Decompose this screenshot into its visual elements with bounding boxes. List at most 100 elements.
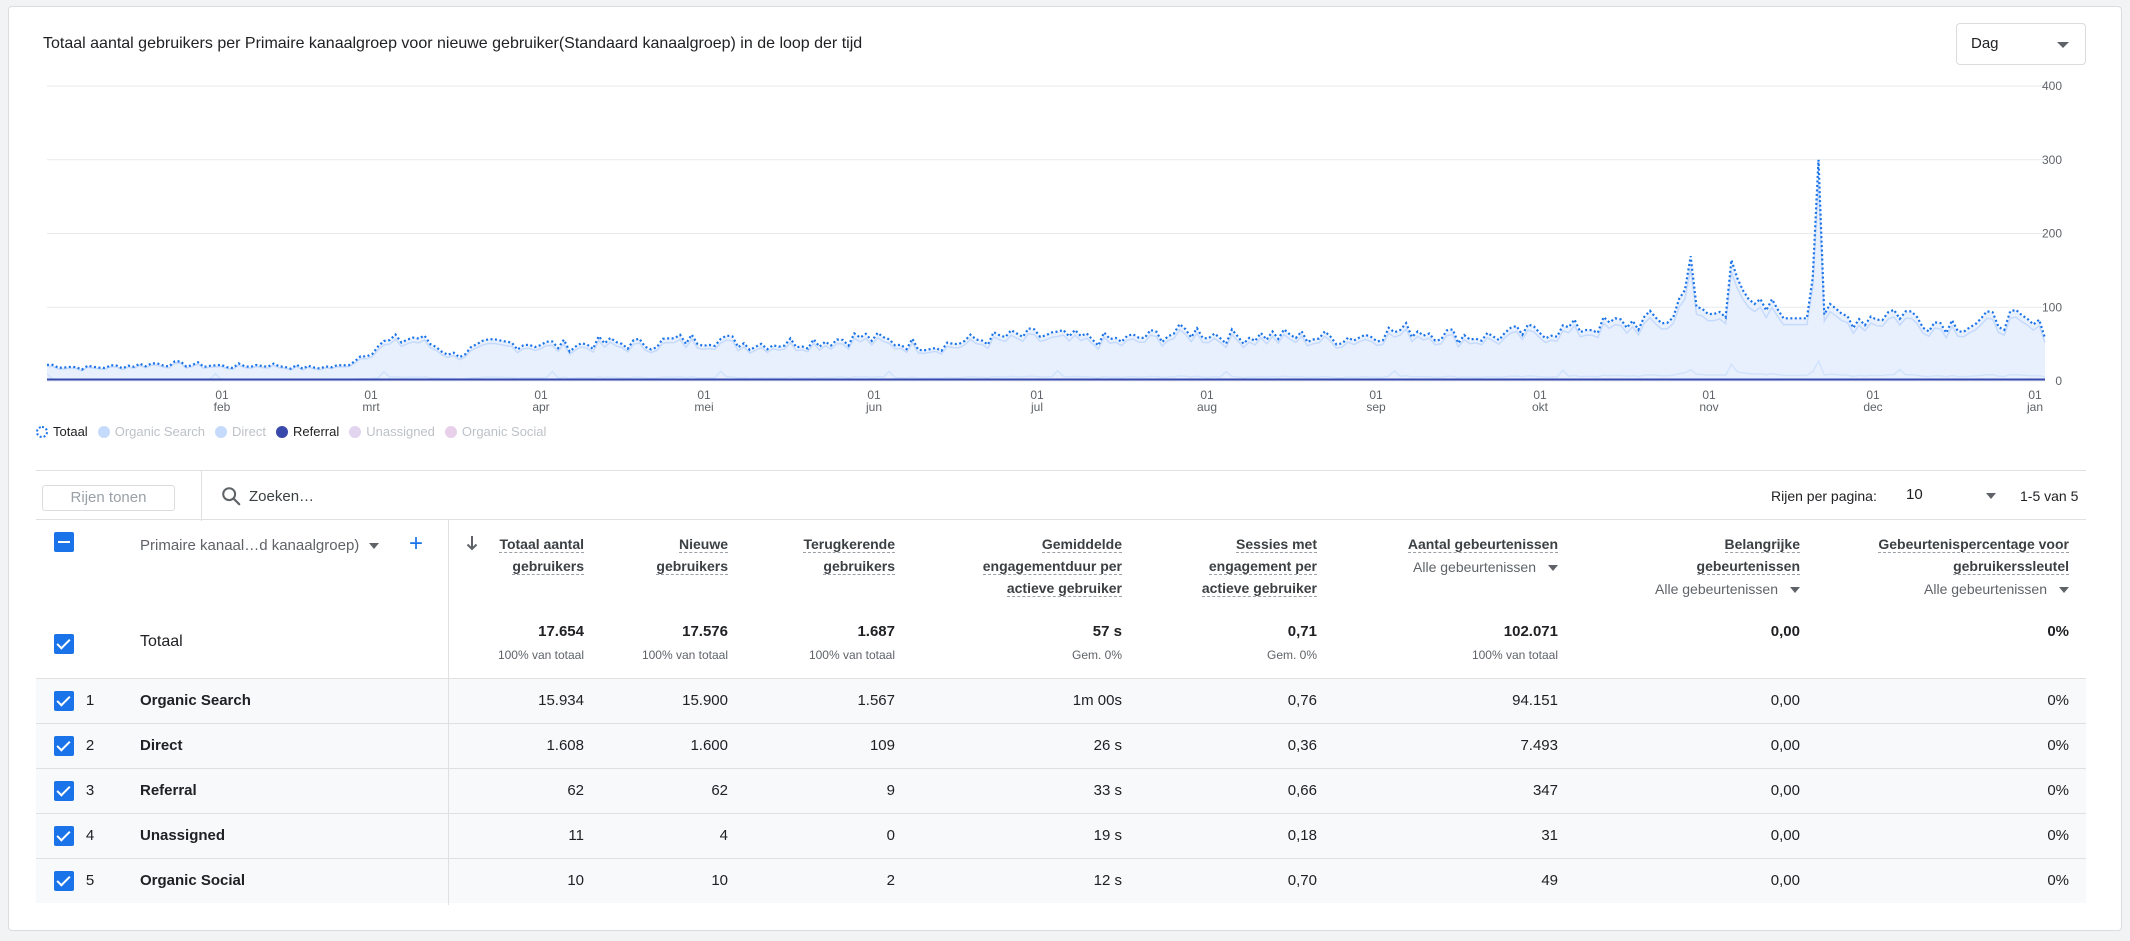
total-value: 17.654 bbox=[538, 623, 584, 640]
column-divider bbox=[448, 724, 449, 769]
row-checkbox[interactable] bbox=[54, 871, 74, 891]
table-header: Primaire kanaal…d kanaalgroep) + Totaal … bbox=[36, 520, 2086, 678]
total-subtext: 100% van totaal bbox=[1471, 648, 1558, 662]
column-header-label: Gemiddelde bbox=[1041, 536, 1122, 553]
row-index: 3 bbox=[85, 782, 95, 799]
legend-item[interactable]: Unassigned bbox=[349, 424, 435, 439]
x-tick-month: okt bbox=[1532, 400, 1549, 414]
table-cell: 0,00 bbox=[1770, 692, 1800, 709]
table-cell: 1.608 bbox=[546, 737, 584, 754]
column-header[interactable]: Totaal aantal gebruikers bbox=[384, 533, 584, 577]
y-tick-label: 300 bbox=[2042, 153, 2062, 167]
column-header[interactable]: Terugkerende gebruikers bbox=[735, 533, 895, 577]
column-header-label: actieve gebruiker bbox=[1201, 580, 1317, 597]
totals-row: Totaal 17.654 100% van totaal 17.576 100% v… bbox=[36, 615, 2086, 677]
table-cell: 15.934 bbox=[538, 692, 584, 709]
legend-label: Direct bbox=[232, 424, 266, 439]
table-row[interactable]: 5 Organic Social 10 10 2 12 s 0,70 49 0,00 0% bbox=[36, 858, 2086, 904]
legend-item[interactable]: Direct bbox=[215, 424, 266, 439]
y-tick-label: 100 bbox=[2042, 300, 2062, 314]
x-tick-day: 01 bbox=[1200, 388, 1214, 402]
row-checkbox[interactable] bbox=[54, 781, 74, 801]
column-header-label: Aantal gebeurtenissen bbox=[1407, 536, 1558, 553]
column-header[interactable]: Gebeurtenispercentage voor gebruikerssleu… bbox=[1809, 533, 2069, 600]
table-cell: 19 s bbox=[1093, 827, 1122, 844]
sort-down-icon[interactable] bbox=[466, 535, 478, 551]
column-header-label: gebeurtenissen bbox=[1696, 558, 1800, 575]
table-cell: 0% bbox=[2047, 737, 2069, 754]
add-dimension-button[interactable]: + bbox=[409, 530, 424, 557]
select-all-checkbox[interactable] bbox=[54, 532, 74, 552]
table-row[interactable]: 4 Unassigned 11 4 0 19 s 0,18 31 0,00 0% bbox=[36, 813, 2086, 859]
table-row[interactable]: 2 Direct 1.608 1.600 109 26 s 0,36 7.493 0,00 0% bbox=[36, 723, 2086, 769]
row-checkbox[interactable] bbox=[54, 826, 74, 846]
column-header[interactable]: Belangrijke gebeurtenissen Alle gebeurteni… bbox=[1580, 533, 1800, 600]
table-cell: 109 bbox=[869, 737, 895, 754]
x-tick-month: mei bbox=[694, 400, 713, 414]
granularity-select[interactable]: Dag bbox=[1956, 23, 2086, 65]
column-header[interactable]: Gemiddelde engagementduur per actieve gebr… bbox=[892, 533, 1122, 599]
table-cell: 1m 00s bbox=[1072, 692, 1122, 709]
table-cell: 1.567 bbox=[857, 692, 895, 709]
search-input[interactable] bbox=[249, 483, 649, 509]
table-toolbar: Rijen tonen Rijen per pagina: 10 1-5 van… bbox=[36, 470, 2086, 521]
x-tick-month: jan bbox=[2026, 400, 2043, 414]
x-tick-day: 01 bbox=[215, 388, 229, 402]
total-value: 0,00 bbox=[1770, 623, 1800, 640]
column-header-label: Totaal aantal bbox=[499, 536, 584, 553]
y-tick-label: 400 bbox=[2042, 79, 2062, 93]
row-index: 2 bbox=[85, 737, 95, 754]
event-filter-label: Alle gebeurtenissen bbox=[1655, 581, 1778, 597]
chevron-down-icon bbox=[1790, 587, 1800, 594]
row-channel-name: Direct bbox=[140, 737, 183, 754]
total-cell: 1.687 100% van totaal bbox=[735, 623, 895, 662]
legend-dot-icon bbox=[349, 425, 362, 438]
event-filter-select[interactable]: Alle gebeurtenissen bbox=[1580, 578, 1800, 600]
column-header[interactable]: Aantal gebeurtenissen Alle gebeurtenissen bbox=[1318, 533, 1558, 578]
legend-item[interactable]: Totaal bbox=[36, 424, 88, 439]
table-cell: 0% bbox=[2047, 872, 2069, 889]
table-cell: 33 s bbox=[1093, 782, 1122, 799]
table-cell: 15.900 bbox=[682, 692, 728, 709]
x-tick-day: 01 bbox=[534, 388, 548, 402]
chart-title: Totaal aantal gebruikers per Primaire ka… bbox=[43, 35, 863, 52]
legend-dot-icon bbox=[215, 425, 228, 438]
rows-per-page-label: Rijen per pagina: bbox=[1771, 488, 1877, 504]
show-rows-button[interactable]: Rijen tonen bbox=[42, 485, 175, 511]
legend-dot-icon bbox=[275, 425, 288, 438]
row-checkbox[interactable] bbox=[54, 736, 74, 756]
column-header-label: gebruikers bbox=[823, 558, 895, 575]
totals-label: Totaal bbox=[140, 633, 183, 650]
legend-dot-icon bbox=[97, 425, 110, 438]
table-row[interactable]: 1 Organic Search 15.934 15.900 1.567 1m 00s 0,… bbox=[36, 678, 2086, 724]
event-filter-select[interactable]: Alle gebeurtenissen bbox=[1318, 556, 1558, 578]
table-cell: 62 bbox=[567, 782, 584, 799]
totals-checkbox[interactable] bbox=[54, 634, 74, 654]
rows-per-page-select[interactable]: 10 bbox=[1906, 486, 1996, 503]
event-filter-select[interactable]: Alle gebeurtenissen bbox=[1809, 578, 2069, 600]
column-header[interactable]: Sessies met engagement per actieve gebruik… bbox=[1127, 533, 1317, 599]
event-filter-label: Alle gebeurtenissen bbox=[1413, 559, 1536, 575]
legend-item[interactable]: Organic Search bbox=[97, 424, 205, 439]
legend-label: Organic Social bbox=[461, 424, 547, 439]
y-tick-label: 0 bbox=[2055, 374, 2062, 388]
legend-item[interactable]: Organic Social bbox=[444, 424, 547, 439]
table-cell: 0,70 bbox=[1287, 872, 1317, 889]
legend-item[interactable]: Referral bbox=[275, 424, 339, 439]
dimension-header-label: Primaire kanaal…d kanaalgroep) bbox=[140, 537, 360, 554]
row-checkbox[interactable] bbox=[54, 691, 74, 711]
column-header-label: Sessies met bbox=[1236, 536, 1317, 553]
table-cell: 0,36 bbox=[1287, 737, 1317, 754]
row-channel-name: Organic Search bbox=[140, 692, 251, 709]
column-header-label: gebruikers bbox=[512, 558, 584, 575]
column-header-label: gebruikers bbox=[656, 558, 728, 575]
table-cell: 0,18 bbox=[1287, 827, 1317, 844]
table-cell: 31 bbox=[1541, 827, 1558, 844]
dimension-header[interactable]: Primaire kanaal…d kanaalgroep) bbox=[140, 537, 380, 554]
column-header-label: engagementduur per bbox=[982, 558, 1122, 575]
column-header[interactable]: Nieuwe gebruikers bbox=[578, 533, 728, 577]
granularity-value: Dag bbox=[1971, 35, 1999, 52]
table-row[interactable]: 3 Referral 62 62 9 33 s 0,66 347 0,00 0% bbox=[36, 768, 2086, 814]
x-tick-month: nov bbox=[1699, 400, 1718, 414]
column-header-label: Belangrijke bbox=[1724, 536, 1800, 553]
